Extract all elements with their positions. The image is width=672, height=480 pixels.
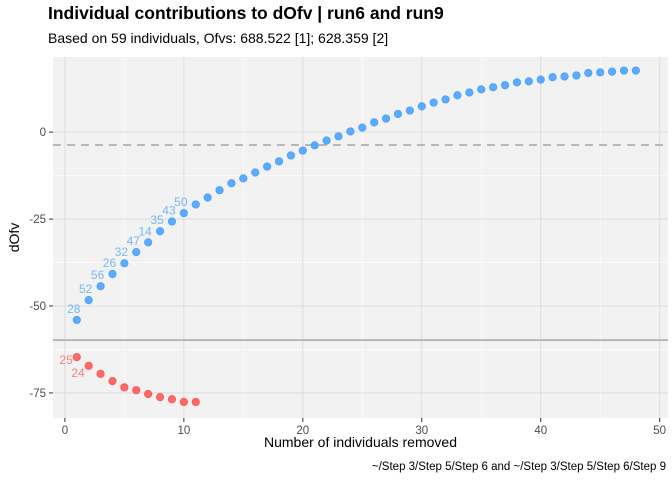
data-label: 52 xyxy=(79,282,93,296)
data-point xyxy=(132,248,141,257)
data-point xyxy=(144,389,153,399)
x-tick-label: 30 xyxy=(415,425,428,437)
chart-title: Individual contributions to dOfv | run6 … xyxy=(48,3,444,23)
y-tick-label: -25 xyxy=(29,214,46,226)
data-point xyxy=(215,186,224,195)
data-point xyxy=(453,91,462,100)
data-point xyxy=(584,68,593,78)
data-label: 25 xyxy=(59,353,73,367)
data-point xyxy=(108,269,117,279)
data-point xyxy=(619,66,629,75)
data-point xyxy=(298,146,307,155)
data-point xyxy=(191,397,200,407)
data-point xyxy=(631,66,640,75)
chart-caption: ~/Step 3/Step 5/Step 6 and ~/Step 3/Step… xyxy=(371,461,666,473)
data-point xyxy=(429,98,438,107)
data-point xyxy=(560,72,569,81)
data-point xyxy=(572,71,581,80)
chart-subtitle: Based on 59 individuals, Ofvs: 688.522 [… xyxy=(48,30,389,46)
data-point xyxy=(120,259,129,268)
data-point xyxy=(286,151,296,160)
data-point xyxy=(512,78,522,87)
y-tick-label: 0 xyxy=(40,127,46,139)
data-point xyxy=(393,109,403,119)
data-point xyxy=(96,369,105,378)
data-point xyxy=(489,83,498,92)
data-label: 56 xyxy=(91,268,105,282)
data-point xyxy=(191,200,200,209)
data-point xyxy=(72,353,81,362)
data-point xyxy=(84,361,93,370)
data-point xyxy=(370,118,379,127)
x-tick-label: 0 xyxy=(62,425,68,437)
data-point xyxy=(334,132,343,141)
data-point xyxy=(346,127,355,136)
y-tick-label: -50 xyxy=(29,301,46,313)
data-point xyxy=(441,95,450,104)
data-point xyxy=(251,168,260,177)
data-point xyxy=(72,315,81,325)
x-tick-label: 40 xyxy=(534,425,547,437)
data-point xyxy=(84,296,93,305)
data-label: 32 xyxy=(115,245,129,259)
x-tick-label: 20 xyxy=(296,425,309,437)
x-tick-label: 50 xyxy=(653,425,666,437)
data-point xyxy=(381,114,391,123)
data-point xyxy=(132,386,141,395)
data-point xyxy=(536,75,545,84)
data-point xyxy=(477,85,486,94)
data-point xyxy=(310,141,319,150)
data-point xyxy=(155,227,165,236)
data-label: 24 xyxy=(71,366,85,380)
data-point xyxy=(108,377,117,386)
data-point xyxy=(405,106,414,115)
data-point xyxy=(596,68,605,77)
data-point xyxy=(358,123,367,132)
x-tick-label: 10 xyxy=(177,425,190,437)
data-label: 50 xyxy=(174,195,188,209)
data-point xyxy=(144,238,153,247)
data-point xyxy=(548,73,557,82)
data-point xyxy=(524,77,533,86)
data-label: 14 xyxy=(138,224,152,238)
data-label: 26 xyxy=(103,256,117,270)
data-point xyxy=(167,217,177,226)
data-point xyxy=(465,88,474,97)
data-label: 47 xyxy=(127,234,141,248)
data-point xyxy=(274,157,284,166)
data-label: 43 xyxy=(162,204,176,218)
data-point xyxy=(417,102,426,111)
y-tick-label: -75 xyxy=(29,388,46,400)
data-point xyxy=(263,162,272,171)
data-label: 35 xyxy=(150,213,164,227)
data-point xyxy=(179,397,188,407)
data-point xyxy=(155,393,165,402)
data-point xyxy=(227,179,236,188)
data-point xyxy=(179,209,188,218)
data-point xyxy=(167,395,177,404)
data-point xyxy=(322,136,331,145)
data-point xyxy=(607,67,617,76)
data-point xyxy=(120,383,129,392)
data-label: 28 xyxy=(67,302,81,316)
panel-background xyxy=(53,57,668,418)
data-point xyxy=(96,282,105,291)
data-point xyxy=(500,81,510,90)
data-point xyxy=(239,174,248,183)
data-point xyxy=(203,193,212,202)
x-axis-label: Number of individuals removed xyxy=(264,434,457,450)
y-axis-label: dOfv xyxy=(6,223,22,253)
